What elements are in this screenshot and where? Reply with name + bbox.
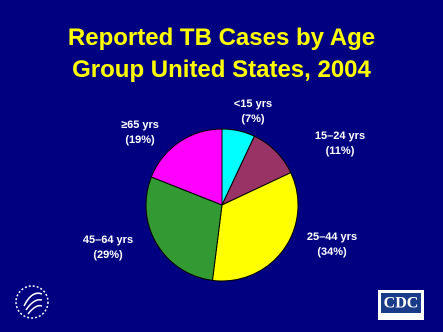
cdc-text: CDC [384, 295, 419, 312]
pie-slice [145, 176, 223, 281]
value-label: (29%) [93, 249, 123, 261]
value-label: (7%) [241, 113, 265, 125]
hhs-logo [15, 285, 49, 319]
slice-label: <15 yrs [234, 98, 272, 110]
pie-slice [150, 128, 223, 206]
pie-slice [211, 171, 299, 282]
value-label: (19%) [125, 134, 155, 146]
slice-label: 25–44 yrs [307, 231, 357, 243]
chart-title: Reported TB Cases by Age Group United St… [67, 24, 376, 83]
slice-label: ≥65 yrs [121, 119, 159, 131]
value-label: (34%) [317, 246, 347, 258]
cdc-logo: CDC [378, 290, 424, 320]
slice-label: 15–24 yrs [315, 130, 365, 142]
value-label: (11%) [326, 145, 355, 157]
slice-label: 45–64 yrs [83, 234, 133, 246]
